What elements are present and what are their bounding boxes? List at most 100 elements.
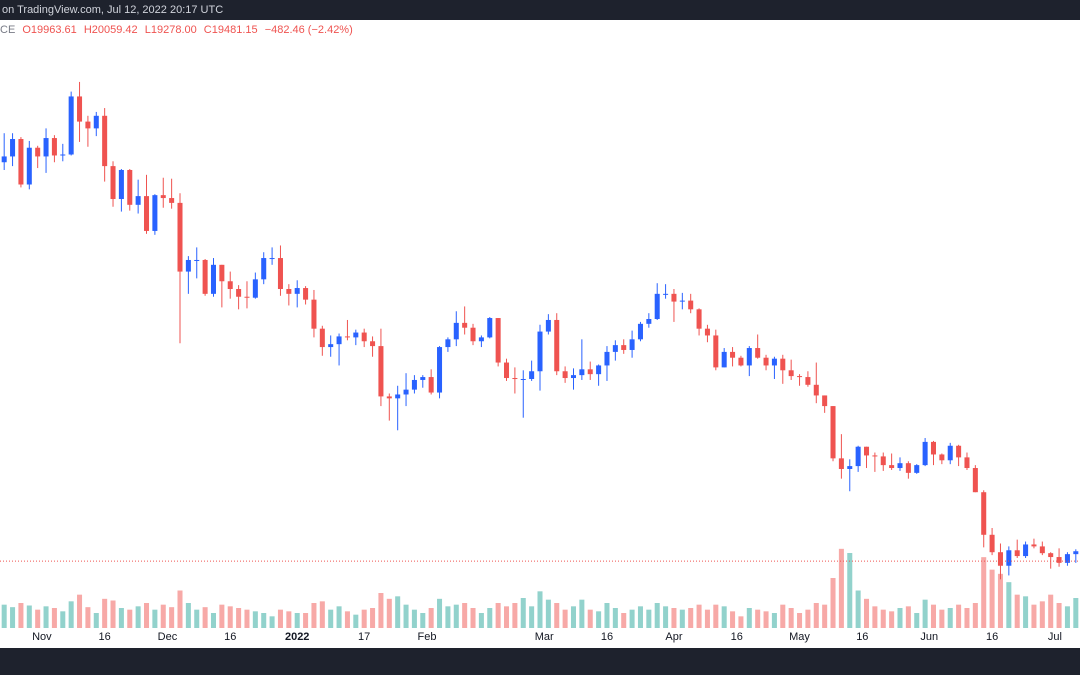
candle-body xyxy=(562,371,568,379)
candle-body xyxy=(713,335,719,368)
volume-bar xyxy=(529,606,535,628)
candle-body xyxy=(344,336,350,338)
volume-bar xyxy=(177,590,183,628)
volume-bar xyxy=(746,608,752,628)
volume-bar xyxy=(989,569,995,628)
x-tick-label: Dec xyxy=(158,631,178,643)
volume-bar xyxy=(319,601,325,628)
candle-body xyxy=(10,139,16,157)
volume-bar xyxy=(277,609,283,628)
candle-body xyxy=(437,347,443,393)
volume-bar xyxy=(428,608,434,628)
candle-body xyxy=(445,339,451,348)
candle-body xyxy=(930,441,936,455)
volume-bar xyxy=(897,608,903,628)
candle-body xyxy=(495,318,501,363)
candle-body xyxy=(1039,546,1045,554)
volume-bar xyxy=(26,605,32,628)
volume-bar xyxy=(85,607,91,628)
x-tick-label: 16 xyxy=(99,631,111,643)
candle-body xyxy=(746,348,752,366)
candle-body xyxy=(328,344,334,348)
candle-body xyxy=(780,358,786,371)
candle-body xyxy=(286,289,292,294)
candle-body xyxy=(512,378,518,380)
volume-bar xyxy=(202,607,208,628)
candle-body xyxy=(872,455,878,457)
candle-body xyxy=(755,348,761,358)
volume-bar xyxy=(210,613,216,628)
volume-bar xyxy=(688,608,694,628)
close-value: C19481.15 xyxy=(204,24,258,36)
volume-bar xyxy=(353,614,359,628)
candle-body xyxy=(202,259,208,294)
volume-bar xyxy=(1023,596,1029,628)
candle-body xyxy=(763,357,769,366)
symbol: CE xyxy=(0,24,15,36)
candle-body xyxy=(939,454,945,461)
volume-bar xyxy=(68,601,74,628)
volume-bar xyxy=(261,613,267,628)
candle-body xyxy=(771,358,777,366)
candle-body xyxy=(1006,550,1012,566)
candle-body xyxy=(889,465,895,469)
candle-body xyxy=(160,195,166,199)
candle-body xyxy=(152,195,158,231)
candle-body xyxy=(989,534,995,553)
x-tick-label: 16 xyxy=(986,631,998,643)
candle-body xyxy=(118,169,124,200)
candle-body xyxy=(847,466,853,469)
candle-body xyxy=(252,279,258,298)
candle-body xyxy=(805,377,811,385)
candle-body xyxy=(788,370,794,377)
volume-bar xyxy=(997,573,1003,628)
volume-bar xyxy=(512,603,518,628)
volume-bar xyxy=(110,600,116,628)
volume-bar xyxy=(562,609,568,628)
candle-body xyxy=(294,288,300,294)
volume-bar xyxy=(629,609,635,628)
candle-body xyxy=(361,332,367,342)
candle-body xyxy=(1048,553,1054,558)
volume-bar xyxy=(361,609,367,628)
volume-bar xyxy=(93,613,99,628)
volume-bar xyxy=(102,598,108,628)
candle-body xyxy=(478,337,484,342)
candle-body xyxy=(855,446,861,467)
high-value: H20059.42 xyxy=(84,24,138,36)
candle-body xyxy=(822,395,828,407)
volume-bar xyxy=(144,603,150,628)
candle-body xyxy=(403,389,409,395)
volume-bar xyxy=(930,604,936,628)
volume-bar xyxy=(411,609,417,628)
volume-bar xyxy=(621,613,627,628)
candle-body xyxy=(319,328,325,348)
volume-bar xyxy=(1048,594,1054,628)
x-tick-label: 17 xyxy=(358,631,370,643)
low-value: L19278.00 xyxy=(145,24,197,36)
volume-bar xyxy=(160,604,166,628)
volume-bar xyxy=(771,613,777,628)
volume-bar xyxy=(704,609,710,628)
candle-body xyxy=(35,147,41,157)
candle-body xyxy=(169,198,175,203)
volume-bar xyxy=(194,609,200,628)
volume-bar xyxy=(244,609,250,628)
volume-bar xyxy=(880,609,886,628)
candle-body xyxy=(487,318,493,338)
volume-bar xyxy=(830,578,836,628)
volume-bar xyxy=(328,609,334,628)
volume-bar xyxy=(169,607,175,628)
volume-bar xyxy=(805,609,811,628)
candle-body xyxy=(947,445,953,461)
volume-bar xyxy=(730,611,736,628)
volume-bar xyxy=(721,606,727,628)
x-tick-label: Feb xyxy=(417,631,436,643)
volume-bar xyxy=(545,599,551,628)
candle-body xyxy=(311,299,317,329)
candle-body xyxy=(1014,550,1020,557)
volume-bar xyxy=(370,608,376,628)
volume-bar xyxy=(311,603,317,628)
volume-bar xyxy=(453,604,459,628)
